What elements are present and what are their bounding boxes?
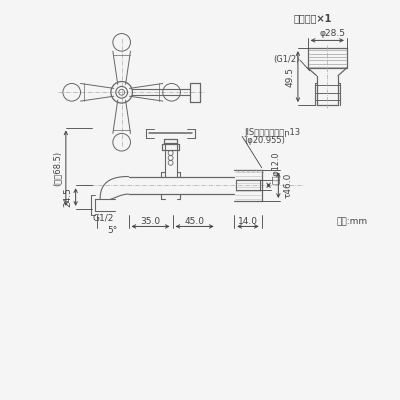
Text: G1/2: G1/2 — [92, 213, 114, 222]
Text: JIS給水栓取付ねր13: JIS給水栓取付ねր13 — [244, 128, 300, 137]
Text: 35.0: 35.0 — [140, 217, 160, 226]
Text: (最大68.5): (最大68.5) — [52, 151, 62, 186]
Text: τ46.0: τ46.0 — [284, 173, 293, 198]
Text: 内径φ12.0: 内径φ12.0 — [272, 152, 281, 184]
Text: 45.0: 45.0 — [184, 217, 204, 226]
Text: 24.5: 24.5 — [63, 187, 72, 207]
Text: 49.5: 49.5 — [286, 67, 294, 87]
Text: 14.0: 14.0 — [238, 217, 258, 226]
Text: (φ20.955): (φ20.955) — [244, 136, 285, 145]
Text: 5°: 5° — [108, 226, 118, 235]
Text: (G1/2): (G1/2) — [273, 56, 299, 64]
Text: ネジ口金×1: ネジ口金×1 — [293, 13, 331, 23]
Text: 単位:mm: 単位:mm — [336, 217, 367, 226]
Text: φ28.5: φ28.5 — [319, 29, 345, 38]
